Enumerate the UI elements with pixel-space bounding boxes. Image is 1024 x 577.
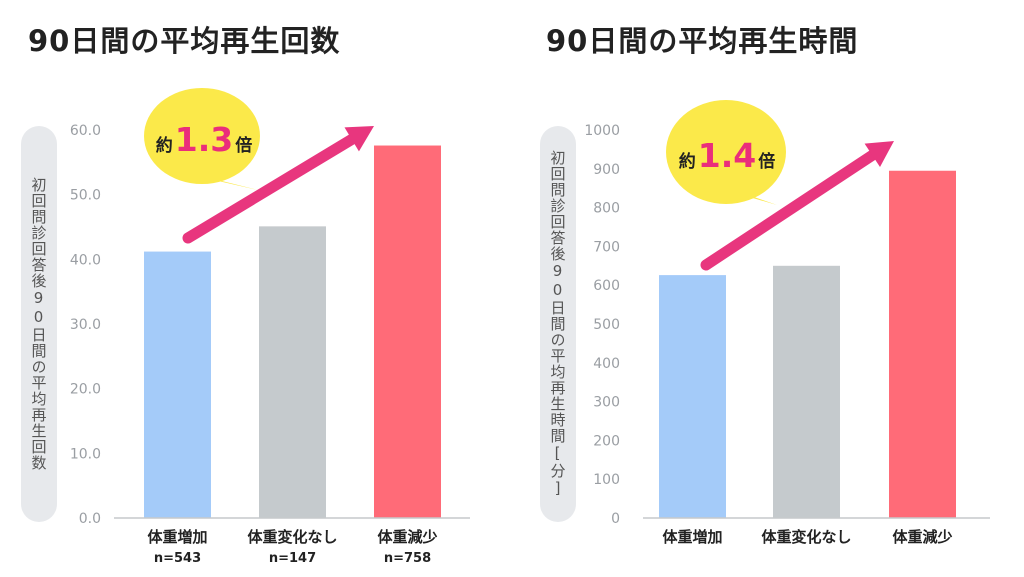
bar-2 [259,226,326,518]
category-label: 体重増加 [662,528,722,546]
ratio-annotation: 約1.3 倍 [156,120,252,159]
bar-2 [773,265,840,518]
ratio-prefix: 約 [156,135,173,156]
chart-title: 90日間の平均再生時間 [546,24,859,58]
ratio-value: 1.4 [698,136,756,175]
chart-panel-play-time: 90日間の平均再生時間 初回問診回答後90日間の平均再生時間[分] 0 100 20… [512,0,1024,577]
category-label: 体重増加 [147,528,207,546]
y-tick-label: 50.0 [70,188,101,204]
trend-arrow-head [344,126,374,152]
sample-size-label: n=758 [384,551,431,566]
y-tick-label: 0 [611,511,620,527]
category-label: 体重減少 [892,528,952,546]
y-tick-label: 700 [593,239,620,255]
y-tick-label: 40.0 [70,252,101,268]
y-axis-label: 初回問診回答後90日間の平均再生時間[分] [548,150,567,498]
bar-chart-play-count: 0.0 10.0 20.0 30.0 40.0 50.0 60.0 体重増加 n=543 体重変化… [70,88,470,566]
y-tick-label: 900 [593,162,620,178]
y-tick-label: 500 [593,317,620,333]
ratio-annotation: 約1.4 倍 [679,136,775,175]
category-label: 体重減少 [377,528,437,546]
y-tick-label: 800 [593,201,620,217]
ratio-suffix: 倍 [235,135,252,156]
ratio-value: 1.3 [175,120,233,159]
y-tick-label: 60.0 [70,123,101,139]
chart-panel-play-count: 90日間の平均再生回数 初回問診回答後90日間の平均再生回数 0.0 10.0 20… [21,24,470,566]
y-axis-label-pill: 初回問診回答後90日間の平均再生時間[分] [540,126,576,522]
y-tick-label: 600 [593,278,620,294]
y-tick-label: 100 [593,472,620,488]
ratio-prefix: 約 [679,151,696,172]
trend-arrow-line [182,132,359,244]
sample-size-label: n=543 [154,551,201,566]
y-tick-label: 0.0 [79,511,101,527]
category-label: 体重変化なし [761,528,851,546]
speech-bubble [144,88,260,184]
trend-arrow-line [700,148,880,271]
bar-chart-play-time: 0 100 200 300 400 500 600 700 800 900 1000 体重増加 体重変化… [584,100,990,546]
speech-bubble [666,100,786,204]
y-tick-label: 300 [593,395,620,411]
bar-1 [144,251,211,518]
y-tick-label: 400 [593,356,620,372]
y-axis-label-pill: 初回問診回答後90日間の平均再生回数 [21,126,57,522]
category-label: 体重変化なし [247,528,337,546]
sample-size-label: n=147 [269,551,316,566]
ratio-suffix: 倍 [758,151,775,172]
y-axis-label: 初回問診回答後90日間の平均再生回数 [29,177,48,471]
bar-3 [889,170,956,519]
bar-3 [374,145,441,518]
y-tick-label: 30.0 [70,317,101,333]
y-tick-label: 20.0 [70,382,101,398]
y-tick-label: 10.0 [70,446,101,462]
bar-1 [659,275,726,518]
y-tick-label: 200 [593,433,620,449]
chart-title: 90日間の平均再生回数 [28,24,341,58]
y-tick-label: 1000 [584,123,620,139]
trend-arrow-head [864,141,894,168]
